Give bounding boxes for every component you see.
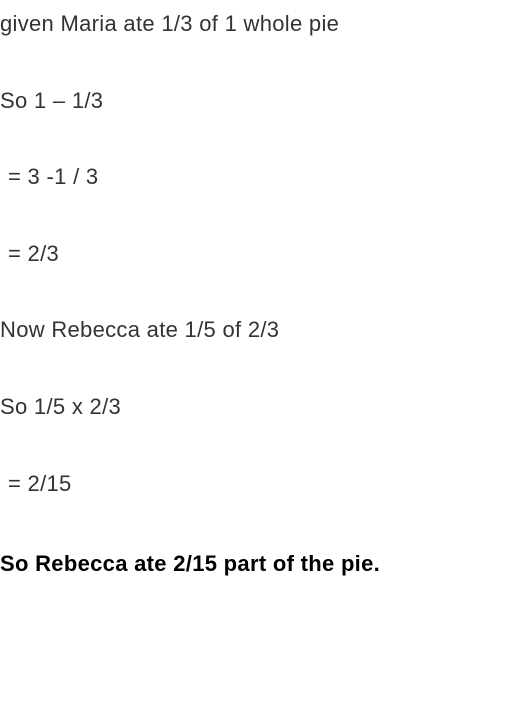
solution-step-2: So 1 – 1/3 — [0, 87, 509, 116]
solution-conclusion: So Rebecca ate 2/15 part of the pie. — [0, 550, 509, 579]
solution-step-3: = 3 -1 / 3 — [0, 163, 509, 192]
solution-step-4: = 2/3 — [0, 240, 509, 269]
solution-step-5: Now Rebecca ate 1/5 of 2/3 — [0, 316, 509, 345]
solution-step-6: So 1/5 x 2/3 — [0, 393, 509, 422]
solution-step-7: = 2/15 — [0, 470, 509, 499]
solution-step-1: given Maria ate 1/3 of 1 whole pie — [0, 10, 509, 39]
